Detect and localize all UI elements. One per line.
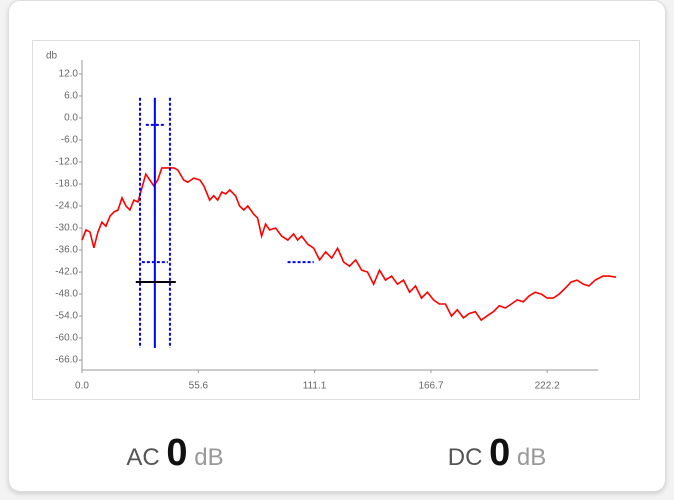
y-tick-label: -60.0 <box>55 333 78 344</box>
card <box>8 0 666 492</box>
y-tick-label: -18.0 <box>55 179 78 190</box>
readout-label: AC <box>126 444 160 471</box>
y-tick-label: -36.0 <box>55 245 78 256</box>
y-tick-label: 6.0 <box>64 91 78 102</box>
y-tick-label: -66.0 <box>55 355 78 366</box>
x-tick-label: 166.7 <box>418 381 443 392</box>
readout-value: 0 <box>489 432 511 474</box>
y-tick-label: 0.0 <box>64 113 78 124</box>
x-tick-label: 0.0 <box>75 381 89 392</box>
y-tick-label: -54.0 <box>55 311 78 322</box>
ac-readout: AC 0 dB <box>75 432 275 475</box>
y-tick-label: -48.0 <box>55 289 78 300</box>
y-tick-label: -30.0 <box>55 223 78 234</box>
y-axis-label: db <box>46 51 58 62</box>
y-tick-label: -24.0 <box>55 201 78 212</box>
data-line <box>81 167 617 322</box>
x-tick-label: 55.6 <box>189 381 209 392</box>
dc-readout: DC 0 dB <box>397 432 597 475</box>
chart-frame <box>32 40 640 400</box>
y-tick-label: 12.0 <box>59 69 79 80</box>
readout-label: DC <box>447 444 483 471</box>
readout-unit: dB <box>194 444 224 471</box>
y-tick-label: -6.0 <box>61 135 79 146</box>
readout-unit: dB <box>516 444 547 471</box>
x-tick-label: 222.2 <box>535 381 560 392</box>
x-tick-label: 111.1 <box>303 381 327 392</box>
y-tick-label: -42.0 <box>55 267 78 278</box>
readout-value: 0 <box>166 432 188 474</box>
y-tick-label: -12.0 <box>55 157 78 168</box>
